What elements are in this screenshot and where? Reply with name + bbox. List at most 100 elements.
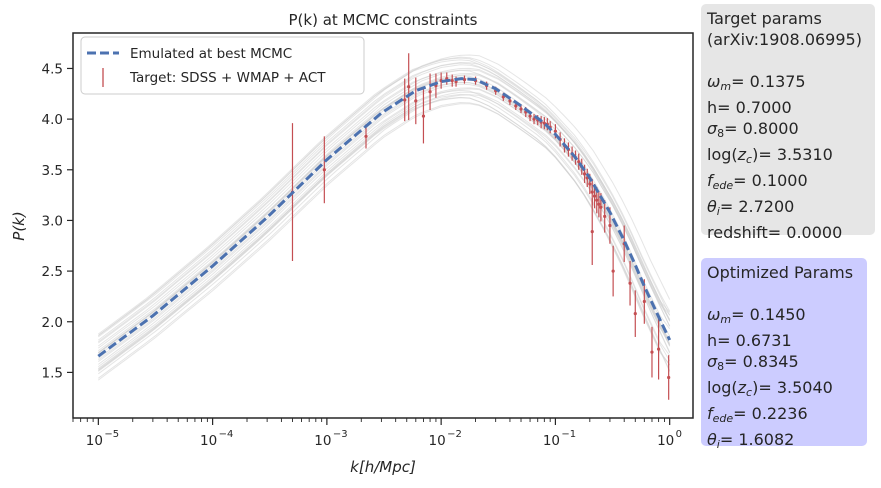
target-point [611,269,615,273]
target-panel-source: (arXiv:1908.06995) [707,30,862,49]
target-point [450,79,454,83]
legend: Emulated at best MCMC Target: SDSS + WMA… [80,36,365,95]
y-axis-title: P(k) [10,211,28,240]
target-point [407,85,411,89]
opt-h: h= 0.6731 [707,331,792,350]
target-omega-m: ωm= 0.1375 [707,72,806,93]
mcmc-sample-curve [98,72,671,354]
target-point [603,214,607,218]
target-point [519,107,523,111]
target-point [597,202,601,206]
target-point [462,78,467,82]
y-tick-label: 2.5 [42,264,63,280]
y-tick-label: 3.0 [42,213,63,229]
plot-frame [72,32,694,419]
target-f-ede: fede= 0.1000 [707,171,808,192]
y-tick-label: 1.5 [42,365,63,381]
mcmc-sample-curve [98,64,671,344]
target-point [650,350,654,354]
mcmc-sample-curve [98,81,671,361]
mcmc-sample-curve [98,83,671,363]
target-theta-i: θi= 2.7200 [707,197,795,218]
target-point [577,160,581,164]
opt-sigma8: σ8= 0.8345 [707,352,799,373]
x-tick-label: 10 [86,433,103,449]
x-tick-exponent: −4 [219,429,234,440]
opt-omega-m: ωm= 0.1450 [707,305,806,326]
mcmc-sample-curve [98,91,671,371]
target-point [667,375,671,380]
target-h: h= 0.7000 [707,98,792,117]
mcmc-sample-curve [98,88,671,369]
target-redshift: redshift= 0.0000 [707,223,843,242]
mcmc-sample-curves [98,54,671,381]
y-axis: 1.5 2.0 2.5 3.0 3.5 4.0 4.5 [42,61,73,381]
mcmc-sample-curve [98,56,671,336]
mcmc-sample-curve [98,94,671,375]
target-point [528,114,532,118]
target-point [414,99,418,103]
x-tick-exponent: −1 [561,429,576,440]
target-point [364,134,368,138]
target-point [322,168,326,172]
target-point [582,172,587,176]
x-tick-exponent: −5 [104,429,119,440]
target-point [592,194,597,198]
optimized-panel-title: Optimized Params [707,263,854,282]
target-point [553,129,558,133]
y-tick-label: 3.5 [42,163,63,179]
x-tick-label: 10 [657,433,674,449]
target-point [628,281,632,285]
x-tick-exponent: 0 [676,429,682,440]
legend-best-fit-label: Emulated at best MCMC [130,46,292,62]
target-point [532,117,536,121]
mcmc-sample-curve [98,69,671,347]
chart-title: P(k) at MCMC constraints [288,11,477,29]
mcmc-sample-curve [98,101,671,379]
target-params-panel: Target params (arXiv:1908.06995) ωm= 0.1… [701,4,875,242]
mcmc-sample-curve [98,61,671,343]
x-tick-exponent: −3 [333,429,348,440]
y-tick-label: 4.0 [42,112,63,128]
target-point [514,104,518,108]
mcmc-sample-curve [98,89,671,365]
mcmc-sample-curve [98,54,671,338]
target-point [421,114,426,118]
target-point [595,198,599,202]
mcmc-sample-curve [98,103,671,381]
target-sigma8: σ8= 0.8000 [707,119,799,140]
target-panel-title: Target params [707,9,822,28]
legend-target-label: Target: SDSS + WMAP + ACT [129,70,326,86]
x-tick-label: 10 [200,433,217,449]
mcmc-sample-curve [98,81,671,359]
target-log-zc: log(zc)= 3.5310 [707,145,833,166]
target-point [588,182,592,186]
best-fit-line [97,77,672,358]
target-point [642,299,646,304]
x-tick-label: 10 [543,433,560,449]
opt-theta-i: θi= 1.6082 [707,430,795,451]
power-spectrum-chart: P(k) at MCMC constraints 10 −5 10 −4 10 −3 10−… [10,11,694,476]
legend-box [80,36,365,95]
x-tick-label: 10 [429,433,446,449]
target-point [633,312,637,316]
opt-f-ede: fede= 0.2236 [707,404,808,425]
x-tick-exponent: −2 [447,429,462,440]
optimized-params-panel: Optimized Params ωm= 0.1450 h= 0.6731 σ8… [701,258,867,451]
target-point [599,205,603,209]
target-point [608,223,612,228]
target-point [403,98,407,102]
x-axis: 10 −5 10 −4 10 −3 10 −2 10 −1 10 0 [72,418,682,449]
target-point [590,229,594,234]
target-point [657,347,661,351]
target-point [428,90,432,94]
x-axis-title: k[h/Mpc] [350,458,416,476]
mcmc-sample-curve [98,57,671,335]
target-point [508,99,512,103]
y-tick-label: 2.0 [42,315,63,331]
x-tick-label: 10 [314,433,331,449]
y-tick-label: 4.5 [42,61,63,77]
opt-log-zc: log(zc)= 3.5040 [707,378,833,399]
mcmc-sample-curve [98,77,671,354]
target-point [590,190,594,194]
